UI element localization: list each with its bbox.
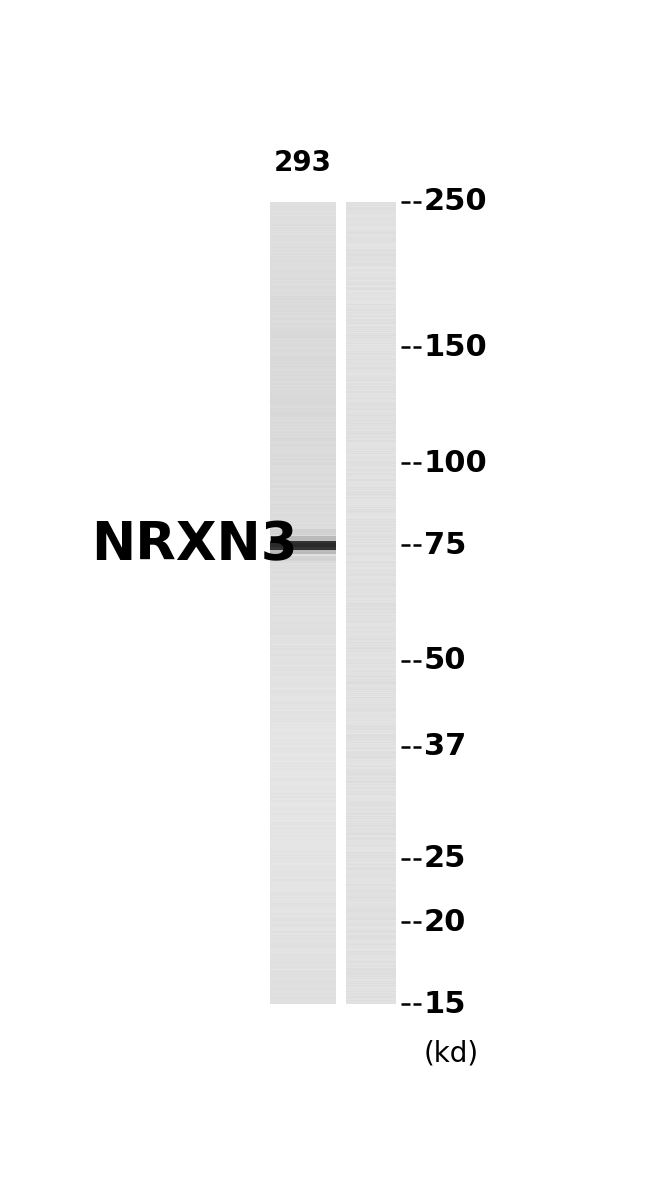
Bar — [270, 547, 335, 555]
Text: 37: 37 — [424, 732, 466, 761]
Bar — [270, 530, 335, 534]
Text: 20: 20 — [424, 908, 466, 937]
Bar — [270, 536, 335, 543]
Text: 75: 75 — [424, 531, 466, 559]
Bar — [270, 556, 335, 561]
Text: 15: 15 — [424, 989, 466, 1019]
Text: 25: 25 — [424, 844, 466, 873]
Text: NRXN3: NRXN3 — [91, 519, 298, 571]
Text: 150: 150 — [424, 333, 488, 361]
Text: 250: 250 — [424, 187, 488, 216]
Text: 100: 100 — [424, 448, 488, 478]
Bar — [270, 540, 335, 550]
Text: 50: 50 — [424, 646, 466, 675]
Text: (kd): (kd) — [424, 1039, 479, 1068]
Text: 293: 293 — [274, 149, 332, 177]
